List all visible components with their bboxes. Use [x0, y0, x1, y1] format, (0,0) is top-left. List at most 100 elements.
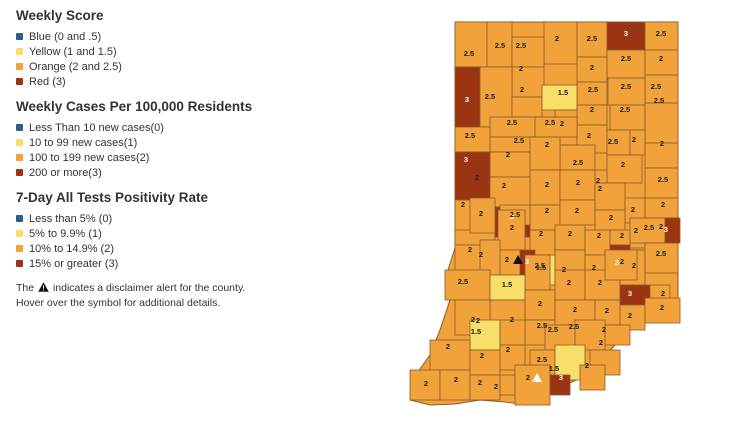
county-orange[interactable] [534, 116, 578, 138]
county-orange[interactable] [489, 136, 536, 153]
legend-label: 10 to 99 new cases(1) [29, 136, 138, 149]
legend-title: Weekly Cases Per 100,000 Residents [16, 99, 253, 114]
county-orange[interactable] [489, 176, 531, 208]
swatch [16, 154, 23, 161]
county-score-label: 2 [621, 160, 625, 169]
county-orange[interactable] [454, 21, 488, 68]
county-orange[interactable] [644, 102, 679, 144]
county-yellow[interactable] [541, 84, 578, 111]
swatch [16, 260, 23, 267]
county-score-label: 2 [494, 382, 498, 391]
county-orange[interactable] [644, 49, 679, 76]
county-orange[interactable] [579, 364, 606, 391]
county-orange[interactable] [497, 209, 526, 251]
county-score-label: 2.5 [656, 29, 666, 38]
county-score-label: 2 [446, 342, 450, 351]
swatch [16, 245, 23, 252]
legend-title: 7-Day All Tests Positivity Rate [16, 190, 209, 205]
county-score-label: 2 [573, 305, 577, 314]
county-orange[interactable] [469, 374, 501, 401]
county-orange[interactable] [576, 56, 608, 83]
county-orange[interactable] [524, 254, 551, 291]
county-score-label: 2.5 [535, 261, 545, 270]
county-orange[interactable] [499, 374, 516, 396]
county-score-label: 2.5 [465, 131, 475, 140]
legend-label: Blue (0 and .5) [29, 30, 102, 43]
county-score-label: 2.5 [587, 34, 597, 43]
county-score-label: 2 [631, 205, 635, 214]
county-score-label: 2 [576, 178, 580, 187]
county-orange[interactable] [469, 349, 501, 376]
county-score-label: 2 [454, 375, 458, 384]
county-score-label: 2 [555, 34, 559, 43]
disclaimer-alert-icon[interactable] [513, 255, 523, 264]
county-red[interactable] [549, 374, 571, 396]
legend-item: Yellow (1 and 1.5) [16, 44, 266, 59]
county-score-label: 2 [632, 261, 636, 270]
county-orange[interactable] [604, 324, 631, 346]
county-orange[interactable] [609, 104, 646, 131]
county-score-label: 2 [480, 351, 484, 360]
legend-label: Red (3) [29, 75, 66, 88]
county-orange[interactable] [489, 151, 531, 178]
county-orange[interactable] [486, 21, 513, 68]
county-orange[interactable] [644, 21, 679, 51]
county-score-label: 2 [506, 345, 510, 354]
county-orange[interactable] [644, 167, 679, 199]
county-orange[interactable] [644, 297, 681, 324]
county-orange[interactable] [439, 369, 471, 401]
county-score-label: 2 [505, 255, 509, 264]
legend-label: 10% to 14.9% (2) [29, 242, 114, 255]
county-score-label: 2 [545, 140, 549, 149]
county-yellow[interactable] [489, 274, 526, 301]
swatch [16, 63, 23, 70]
county-orange[interactable] [594, 299, 621, 326]
county-score-label: 2 [596, 176, 600, 185]
county-orange[interactable] [644, 74, 679, 104]
county-score-label: 2 [605, 306, 609, 315]
county-orange[interactable] [469, 197, 496, 234]
county-score-label: 2 [478, 378, 482, 387]
county-orange[interactable] [511, 96, 543, 118]
county-score-label: 2.5 [458, 277, 468, 286]
county-score-label: 3 [464, 155, 468, 164]
county-orange[interactable] [644, 142, 679, 169]
county-orange[interactable] [511, 66, 545, 98]
legend-item: 100 to 199 new cases(2) [16, 150, 266, 165]
county-score-label: 1.5 [502, 280, 512, 289]
county-orange[interactable] [529, 136, 561, 171]
county-red[interactable] [454, 151, 491, 201]
county-score-label: 2 [479, 209, 483, 218]
legend-item: Less than 5% (0) [16, 211, 266, 226]
county-score-label: 2.5 [621, 54, 631, 63]
county-score-label: 1.5 [558, 88, 568, 97]
county-orange[interactable] [543, 21, 578, 65]
county-orange[interactable] [514, 364, 551, 406]
county-score-label: 2 [519, 64, 523, 73]
legend-item: Less Than 10 new cases(0) [16, 120, 266, 135]
county-score-label: 2.5 [654, 96, 664, 105]
disclaimer-note: The indicates a disclaimer alert for the… [16, 281, 266, 311]
county-orange[interactable] [444, 269, 491, 301]
county-orange[interactable] [607, 77, 646, 106]
disclaimer-alert-icon[interactable] [532, 373, 542, 382]
county-score-label: 3 [615, 258, 619, 267]
county-score-label: 3 [628, 289, 632, 298]
swatch [16, 33, 23, 40]
county-score-label: 2 [609, 213, 613, 222]
county-score-label: 2 [520, 85, 524, 94]
county-score-label: 2.5 [620, 105, 630, 114]
county-score-label: 2 [461, 200, 465, 209]
county-orange[interactable] [644, 242, 679, 274]
swatch [16, 230, 23, 237]
county-orange[interactable] [554, 224, 586, 251]
county-score-label: 2 [634, 226, 638, 235]
legend-label: Less than 5% (0) [29, 212, 113, 225]
county-orange[interactable] [604, 249, 638, 281]
county-score-label: 2 [568, 229, 572, 238]
county-score-label: 2 [575, 206, 579, 215]
county-yellow[interactable] [469, 319, 501, 351]
county-orange[interactable] [499, 319, 526, 346]
county-score-label: 2 [597, 231, 601, 240]
legend-weekly-score: Weekly Score Blue (0 and .5) Yellow (1 a… [16, 8, 266, 89]
